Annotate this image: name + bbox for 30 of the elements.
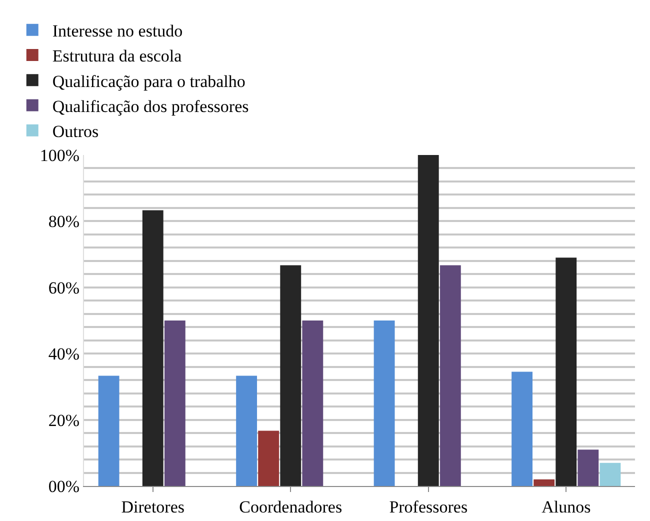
bar [302, 320, 324, 486]
bar [280, 265, 302, 486]
bar [258, 430, 280, 486]
bar [142, 210, 164, 486]
x-tick-label: Diretores [121, 497, 185, 516]
y-tick-label: 60% [48, 278, 80, 298]
bar [236, 376, 258, 486]
y-tick-label: 20% [48, 410, 80, 430]
x-tick-label: Professores [389, 497, 468, 516]
bar [600, 462, 621, 486]
y-tick-label: 80% [48, 212, 80, 232]
bar [534, 479, 555, 486]
y-tick-label: 40% [48, 344, 80, 364]
bar [164, 320, 186, 486]
legend-label: Qualificação dos professores [52, 96, 249, 116]
bar [440, 265, 461, 486]
bar [374, 320, 395, 486]
bar [512, 372, 533, 486]
x-tick-label: Coordenadores [239, 497, 342, 516]
x-tick-label: Alunos [542, 497, 591, 516]
y-tick-label: 00% [48, 476, 80, 496]
legend-label: Outros [52, 122, 99, 141]
bar [556, 258, 577, 486]
bar [578, 450, 599, 486]
bar [98, 376, 120, 486]
legend-label: Interesse no estudo [52, 22, 183, 41]
legend-label: Estrutura da escola [52, 46, 182, 66]
legend-label: Qualificação para o trabalho [52, 72, 246, 91]
bar [418, 155, 439, 486]
y-tick-label: 100% [40, 146, 80, 165]
